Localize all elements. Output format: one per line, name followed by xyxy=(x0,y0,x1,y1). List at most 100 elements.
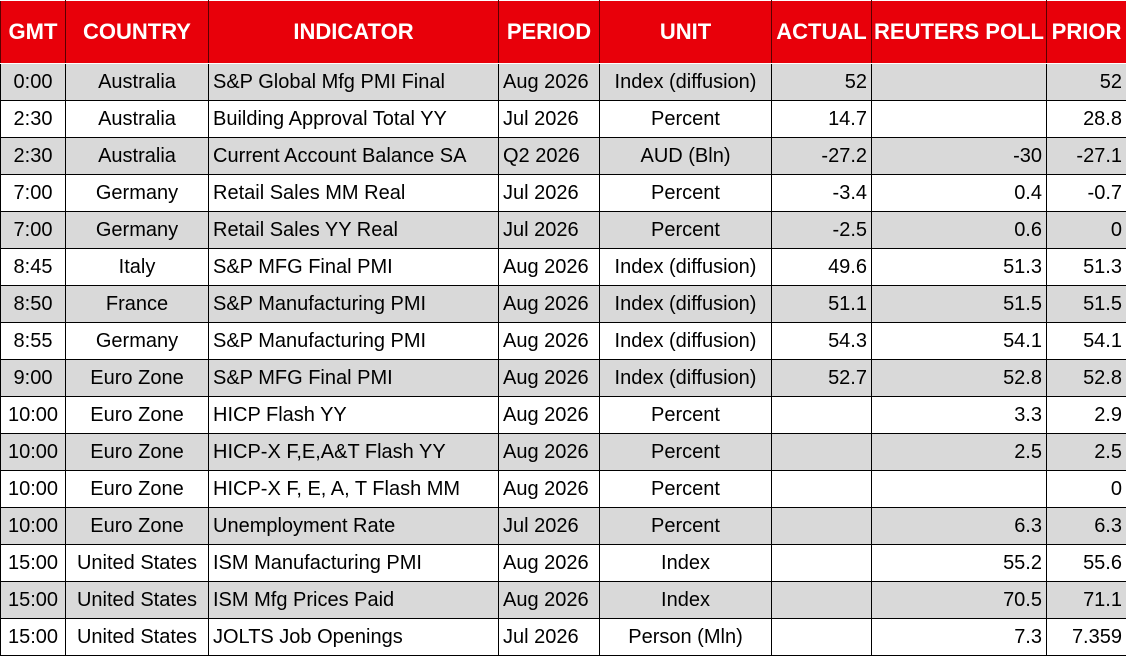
cell-gmt: 8:50 xyxy=(1,286,66,323)
cell-actual: -2.5 xyxy=(772,212,872,249)
cell-reuters-poll: 70.5 xyxy=(872,582,1047,619)
cell-indicator: JOLTS Job Openings xyxy=(209,619,499,656)
cell-country: Euro Zone xyxy=(66,397,209,434)
cell-unit: Index (diffusion) xyxy=(600,323,772,360)
cell-reuters-poll: 3.3 xyxy=(872,397,1047,434)
cell-actual: 52 xyxy=(772,64,872,101)
cell-prior: 51.3 xyxy=(1047,249,1126,286)
header-indicator: INDICATOR xyxy=(209,1,499,64)
cell-actual xyxy=(772,619,872,656)
cell-unit: Index xyxy=(600,545,772,582)
cell-country: Australia xyxy=(66,138,209,175)
header-prior: PRIOR xyxy=(1047,1,1126,64)
cell-reuters-poll xyxy=(872,64,1047,101)
cell-unit: Percent xyxy=(600,212,772,249)
cell-prior: 0 xyxy=(1047,471,1126,508)
cell-unit: Percent xyxy=(600,508,772,545)
cell-prior: -0.7 xyxy=(1047,175,1126,212)
cell-indicator: S&P Global Mfg PMI Final xyxy=(209,64,499,101)
cell-prior: 52 xyxy=(1047,64,1126,101)
cell-period: Jul 2026 xyxy=(499,619,600,656)
cell-actual: 54.3 xyxy=(772,323,872,360)
cell-period: Aug 2026 xyxy=(499,545,600,582)
cell-indicator: ISM Manufacturing PMI xyxy=(209,545,499,582)
cell-indicator: S&P MFG Final PMI xyxy=(209,360,499,397)
cell-period: Jul 2026 xyxy=(499,212,600,249)
cell-indicator: HICP Flash YY xyxy=(209,397,499,434)
cell-prior: 0 xyxy=(1047,212,1126,249)
cell-actual xyxy=(772,434,872,471)
cell-country: Italy xyxy=(66,249,209,286)
cell-prior: 28.8 xyxy=(1047,101,1126,138)
cell-period: Aug 2026 xyxy=(499,64,600,101)
cell-period: Aug 2026 xyxy=(499,434,600,471)
cell-country: United States xyxy=(66,582,209,619)
cell-period: Aug 2026 xyxy=(499,249,600,286)
cell-actual xyxy=(772,471,872,508)
cell-gmt: 7:00 xyxy=(1,212,66,249)
cell-prior: 6.3 xyxy=(1047,508,1126,545)
cell-unit: Index (diffusion) xyxy=(600,360,772,397)
cell-indicator: Building Approval Total YY xyxy=(209,101,499,138)
cell-actual xyxy=(772,397,872,434)
cell-gmt: 15:00 xyxy=(1,545,66,582)
cell-indicator: HICP-X F,E,A&T Flash YY xyxy=(209,434,499,471)
cell-period: Aug 2026 xyxy=(499,323,600,360)
cell-actual xyxy=(772,582,872,619)
cell-period: Jul 2026 xyxy=(499,175,600,212)
cell-country: Euro Zone xyxy=(66,360,209,397)
cell-unit: Index (diffusion) xyxy=(600,286,772,323)
cell-unit: Index (diffusion) xyxy=(600,64,772,101)
cell-prior: 2.5 xyxy=(1047,434,1126,471)
cell-indicator: Current Account Balance SA xyxy=(209,138,499,175)
cell-reuters-poll xyxy=(872,101,1047,138)
cell-country: France xyxy=(66,286,209,323)
table-header: GMT COUNTRY INDICATOR PERIOD UNIT ACTUAL… xyxy=(1,1,1126,64)
header-unit: UNIT xyxy=(600,1,772,64)
cell-actual xyxy=(772,545,872,582)
cell-period: Aug 2026 xyxy=(499,286,600,323)
cell-reuters-poll: 0.4 xyxy=(872,175,1047,212)
header-gmt: GMT xyxy=(1,1,66,64)
cell-period: Aug 2026 xyxy=(499,360,600,397)
cell-unit: AUD (Bln) xyxy=(600,138,772,175)
cell-reuters-poll xyxy=(872,471,1047,508)
cell-country: Euro Zone xyxy=(66,508,209,545)
header-period: PERIOD xyxy=(499,1,600,64)
cell-period: Jul 2026 xyxy=(499,508,600,545)
cell-indicator: Retail Sales MM Real xyxy=(209,175,499,212)
header-actual: ACTUAL xyxy=(772,1,872,64)
cell-reuters-poll: 6.3 xyxy=(872,508,1047,545)
cell-actual: -27.2 xyxy=(772,138,872,175)
cell-indicator: S&P Manufacturing PMI xyxy=(209,323,499,360)
cell-gmt: 15:00 xyxy=(1,619,66,656)
cell-actual: 51.1 xyxy=(772,286,872,323)
cell-actual xyxy=(772,508,872,545)
cell-gmt: 10:00 xyxy=(1,471,66,508)
cell-unit: Person (Mln) xyxy=(600,619,772,656)
cell-actual: 14.7 xyxy=(772,101,872,138)
cell-reuters-poll: 51.3 xyxy=(872,249,1047,286)
cell-gmt: 8:55 xyxy=(1,323,66,360)
cell-indicator: Unemployment Rate xyxy=(209,508,499,545)
cell-prior: 54.1 xyxy=(1047,323,1126,360)
header-country: COUNTRY xyxy=(66,1,209,64)
header-reuters-poll: REUTERS POLL xyxy=(872,1,1047,64)
cell-country: Euro Zone xyxy=(66,434,209,471)
cell-period: Aug 2026 xyxy=(499,397,600,434)
cell-indicator: HICP-X F, E, A, T Flash MM xyxy=(209,471,499,508)
cell-country: Australia xyxy=(66,64,209,101)
cell-gmt: 2:30 xyxy=(1,138,66,175)
